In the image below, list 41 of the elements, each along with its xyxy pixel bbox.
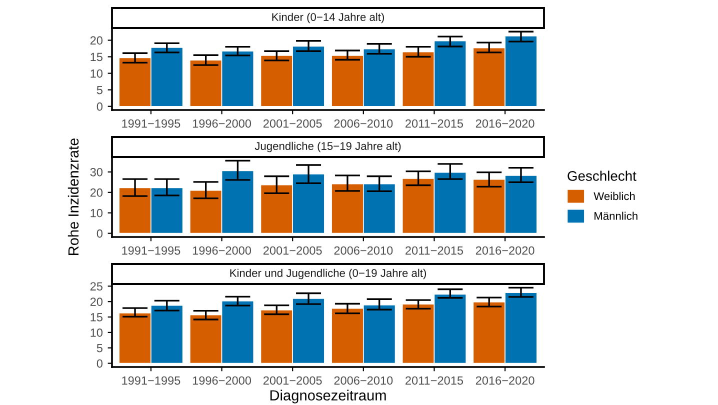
x-tick-label: 1996−2000 xyxy=(192,119,252,128)
x-tick-label: 1991−1995 xyxy=(122,119,180,128)
y-tick-label: 20 xyxy=(90,188,103,197)
legend-label: Männlich xyxy=(594,212,638,220)
chart-title: Kinder und Jugendliche (0−19 Jahre alt) xyxy=(230,268,426,280)
x-axis-title: Diagnosezeitraum xyxy=(270,390,386,404)
x-tick-label: 2011−2015 xyxy=(406,376,464,385)
x-tick-label: 2016−2020 xyxy=(476,376,534,385)
x-tick-label: 2001−2005 xyxy=(263,376,322,385)
x-tick-label: 1991−1995 xyxy=(122,376,180,385)
y-axis-title: Rohe Inzidenzrate xyxy=(68,138,79,255)
y-tick-label: 10 xyxy=(90,208,103,218)
x-tick-label: 1991−1995 xyxy=(122,246,180,255)
y-tick-label: 10 xyxy=(90,69,103,78)
x-tick-label: 2006−2010 xyxy=(334,119,393,128)
chart-title: Jugendliche (15−19 Jahre alt) xyxy=(254,142,401,152)
y-tick-label: 15 xyxy=(90,52,102,62)
y-tick-label: 20 xyxy=(90,298,103,306)
x-tick-label: 2006−2010 xyxy=(334,376,393,385)
x-tick-label: 2001−2005 xyxy=(263,246,322,255)
legend-label: Weiblich xyxy=(594,192,635,200)
x-tick-label: 2011−2015 xyxy=(406,119,464,128)
y-tick-label: 10 xyxy=(90,328,103,337)
y-tick-label: 20 xyxy=(90,36,103,45)
y-tick-label: 30 xyxy=(90,168,103,176)
x-tick-label: 2016−2020 xyxy=(476,246,534,255)
x-tick-label: 2001−2005 xyxy=(263,119,322,128)
x-tick-label: 2011−2015 xyxy=(406,246,464,255)
x-tick-label: 2016−2020 xyxy=(476,119,534,128)
y-tick-label: 0 xyxy=(96,359,103,368)
y-tick-label: 0 xyxy=(96,229,103,238)
x-tick-label: 2006−2010 xyxy=(334,246,393,255)
x-tick-label: 1996−2000 xyxy=(192,246,252,255)
x-tick-label: 1996−2000 xyxy=(192,376,252,385)
y-tick-label: 15 xyxy=(90,313,102,322)
legend-title: Geschlecht xyxy=(568,170,636,181)
y-tick-label: 0 xyxy=(96,102,103,111)
chart-title: Kinder (0−14 Jahre alt) xyxy=(272,12,384,24)
y-tick-label: 5 xyxy=(96,344,102,352)
y-tick-label: 25 xyxy=(90,282,102,291)
y-tick-label: 5 xyxy=(96,86,102,94)
